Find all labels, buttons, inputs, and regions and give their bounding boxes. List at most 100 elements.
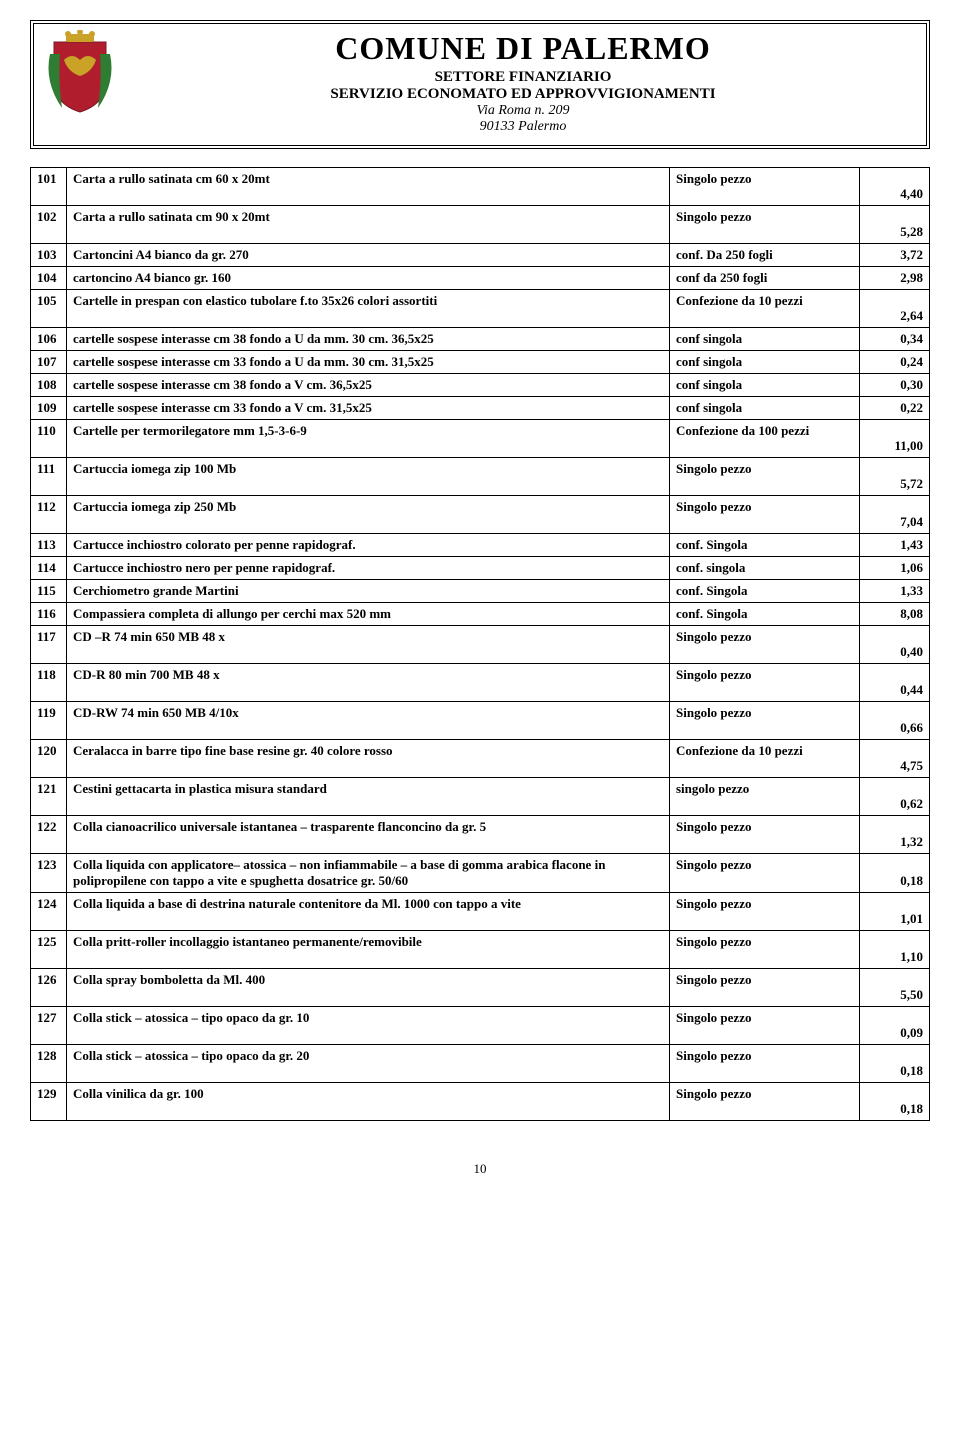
row-price: 1,06 (860, 557, 930, 580)
row-number: 120 (31, 740, 67, 778)
row-unit: Singolo pezzo (670, 931, 860, 969)
row-description: cartelle sospese interasse cm 38 fondo a… (67, 328, 670, 351)
row-unit: Singolo pezzo (670, 664, 860, 702)
row-description: cartelle sospese interasse cm 38 fondo a… (67, 374, 670, 397)
table-row: 117CD –R 74 min 650 MB 48 xSingolo pezzo… (31, 626, 930, 664)
table-row: 103Cartoncini A4 bianco da gr. 270conf. … (31, 244, 930, 267)
row-unit: Confezione da 100 pezzi (670, 420, 860, 458)
row-price: 11,00 (860, 420, 930, 458)
row-description: Colla cianoacrilico universale istantane… (67, 816, 670, 854)
row-number: 105 (31, 290, 67, 328)
row-description: Cartelle in prespan con elastico tubolar… (67, 290, 670, 328)
row-price: 0,44 (860, 664, 930, 702)
table-row: 127Colla stick – atossica – tipo opaco d… (31, 1007, 930, 1045)
table-row: 128Colla stick – atossica – tipo opaco d… (31, 1045, 930, 1083)
table-row: 101Carta a rullo satinata cm 60 x 20mtSi… (31, 168, 930, 206)
row-description: Carta a rullo satinata cm 60 x 20mt (67, 168, 670, 206)
row-number: 102 (31, 206, 67, 244)
row-unit: Singolo pezzo (670, 816, 860, 854)
header-address1: Via Roma n. 209 (130, 103, 916, 119)
row-number: 104 (31, 267, 67, 290)
row-price: 0,40 (860, 626, 930, 664)
table-row: 115Cerchiometro grande Martiniconf. Sing… (31, 580, 930, 603)
header-subtitle1: SETTORE FINANZIARIO (130, 69, 916, 86)
row-price: 0,62 (860, 778, 930, 816)
page-header: COMUNE DI PALERMO SETTORE FINANZIARIO SE… (44, 30, 916, 135)
row-price: 0,30 (860, 374, 930, 397)
row-unit: Confezione da 10 pezzi (670, 290, 860, 328)
row-description: cartelle sospese interasse cm 33 fondo a… (67, 351, 670, 374)
row-number: 127 (31, 1007, 67, 1045)
row-description: Cartuccia iomega zip 250 Mb (67, 496, 670, 534)
row-description: Colla stick – atossica – tipo opaco da g… (67, 1045, 670, 1083)
row-number: 123 (31, 854, 67, 893)
table-row: 126Colla spray bomboletta da Ml. 400Sing… (31, 969, 930, 1007)
row-description: Cartuccia iomega zip 100 Mb (67, 458, 670, 496)
row-number: 107 (31, 351, 67, 374)
row-unit: conf. Singola (670, 580, 860, 603)
row-number: 111 (31, 458, 67, 496)
row-number: 124 (31, 893, 67, 931)
price-table: 101Carta a rullo satinata cm 60 x 20mtSi… (30, 167, 930, 1121)
row-price: 7,04 (860, 496, 930, 534)
table-row: 116Compassiera completa di allungo per c… (31, 603, 930, 626)
row-number: 115 (31, 580, 67, 603)
row-unit: Singolo pezzo (670, 168, 860, 206)
row-price: 0,34 (860, 328, 930, 351)
row-unit: conf singola (670, 374, 860, 397)
row-number: 113 (31, 534, 67, 557)
row-number: 114 (31, 557, 67, 580)
row-number: 108 (31, 374, 67, 397)
row-price: 1,33 (860, 580, 930, 603)
row-number: 117 (31, 626, 67, 664)
row-number: 101 (31, 168, 67, 206)
row-description: Colla vinilica da gr. 100 (67, 1083, 670, 1121)
row-number: 119 (31, 702, 67, 740)
row-description: Ceralacca in barre tipo fine base resine… (67, 740, 670, 778)
row-description: Cartelle per termorilegatore mm 1,5-3-6-… (67, 420, 670, 458)
row-description: Colla liquida con applicatore– atossica … (67, 854, 670, 893)
row-price: 5,72 (860, 458, 930, 496)
row-unit: singolo pezzo (670, 778, 860, 816)
row-number: 112 (31, 496, 67, 534)
row-price: 0,18 (860, 1083, 930, 1121)
row-description: CD-R 80 min 700 MB 48 x (67, 664, 670, 702)
table-row: 110Cartelle per termorilegatore mm 1,5-3… (31, 420, 930, 458)
row-description: CD-RW 74 min 650 MB 4/10x (67, 702, 670, 740)
table-row: 123Colla liquida con applicatore– atossi… (31, 854, 930, 893)
row-price: 0,24 (860, 351, 930, 374)
row-number: 110 (31, 420, 67, 458)
row-description: Colla liquida a base di destrina natural… (67, 893, 670, 931)
row-price: 2,98 (860, 267, 930, 290)
table-row: 119CD-RW 74 min 650 MB 4/10xSingolo pezz… (31, 702, 930, 740)
table-row: 106cartelle sospese interasse cm 38 fond… (31, 328, 930, 351)
row-price: 8,08 (860, 603, 930, 626)
row-price: 1,01 (860, 893, 930, 931)
row-unit: Singolo pezzo (670, 893, 860, 931)
row-description: Colla stick – atossica – tipo opaco da g… (67, 1007, 670, 1045)
page-header-frame: COMUNE DI PALERMO SETTORE FINANZIARIO SE… (30, 20, 930, 149)
row-unit: Singolo pezzo (670, 458, 860, 496)
row-price: 4,40 (860, 168, 930, 206)
row-price: 1,32 (860, 816, 930, 854)
row-unit: conf da 250 fogli (670, 267, 860, 290)
row-number: 128 (31, 1045, 67, 1083)
table-row: 118CD-R 80 min 700 MB 48 xSingolo pezzo0… (31, 664, 930, 702)
table-row: 124Colla liquida a base di destrina natu… (31, 893, 930, 931)
row-unit: Confezione da 10 pezzi (670, 740, 860, 778)
table-row: 122Colla cianoacrilico universale istant… (31, 816, 930, 854)
row-number: 106 (31, 328, 67, 351)
row-unit: conf. singola (670, 557, 860, 580)
row-price: 5,28 (860, 206, 930, 244)
table-row: 105Cartelle in prespan con elastico tubo… (31, 290, 930, 328)
row-price: 0,18 (860, 854, 930, 893)
table-row: 129Colla vinilica da gr. 100Singolo pezz… (31, 1083, 930, 1121)
row-price: 1,10 (860, 931, 930, 969)
row-unit: Singolo pezzo (670, 626, 860, 664)
row-description: cartoncino A4 bianco gr. 160 (67, 267, 670, 290)
header-subtitle2: SERVIZIO ECONOMATO ED APPROVVIGIONAMENTI (130, 86, 916, 103)
crest-icon (44, 30, 116, 120)
row-number: 109 (31, 397, 67, 420)
row-unit: conf. Singola (670, 603, 860, 626)
row-unit: conf singola (670, 328, 860, 351)
